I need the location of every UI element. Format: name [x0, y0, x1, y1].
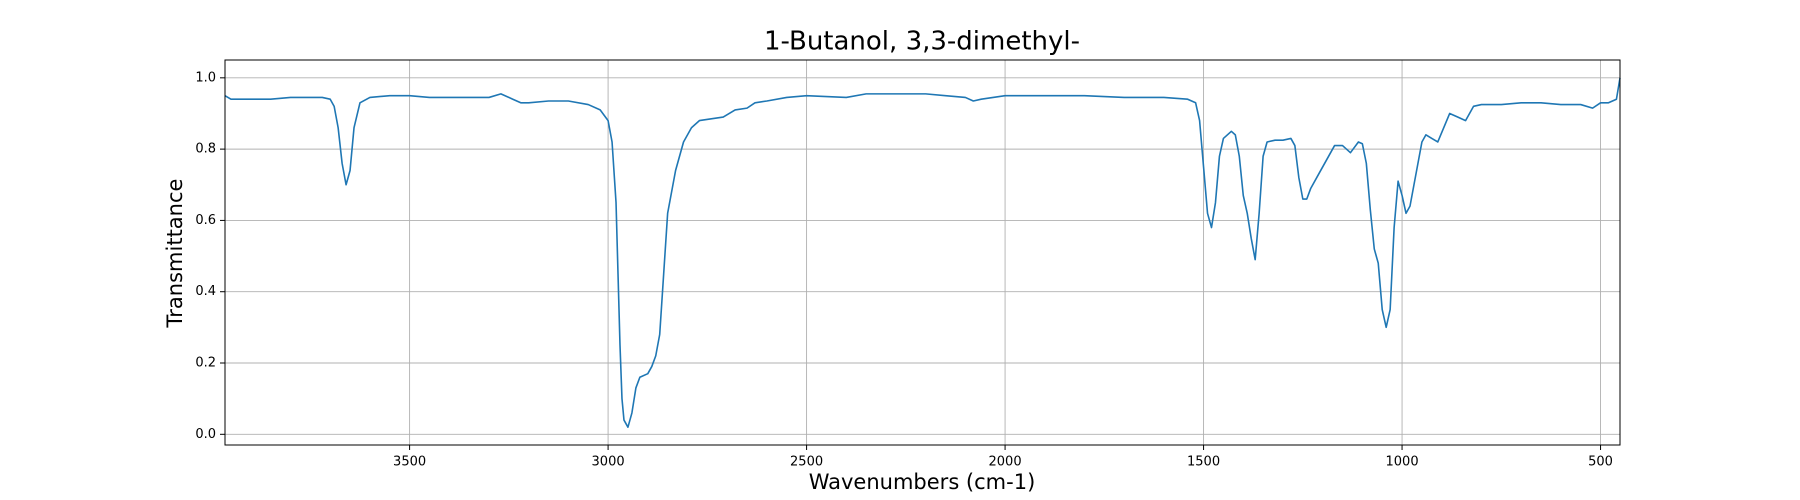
y-tick-label: 0.2 [195, 356, 216, 371]
x-tick-label: 1000 [1386, 455, 1419, 470]
y-tick-label: 0.8 [195, 142, 216, 157]
chart-title: 1-Butanol, 3,3-dimethyl- [764, 27, 1080, 57]
y-tick-label: 1.0 [195, 70, 216, 85]
y-tick-label: 0.0 [195, 427, 216, 442]
x-tick-label: 2000 [989, 455, 1022, 470]
x-tick-label: 3000 [592, 455, 625, 470]
x-axis-label: Wavenumbers (cm-1) [809, 470, 1036, 494]
y-axis-label: Transmittance [163, 179, 187, 329]
plot-frame [224, 59, 1621, 446]
x-tick-label: 3500 [393, 455, 426, 470]
y-tick-label: 0.6 [195, 213, 216, 228]
y-tick-label: 0.4 [195, 284, 216, 299]
x-tick-label: 2500 [790, 455, 823, 470]
spectrum-line [224, 77, 1621, 428]
x-tick-label: 1500 [1187, 455, 1220, 470]
x-tick-label: 500 [1588, 455, 1613, 470]
